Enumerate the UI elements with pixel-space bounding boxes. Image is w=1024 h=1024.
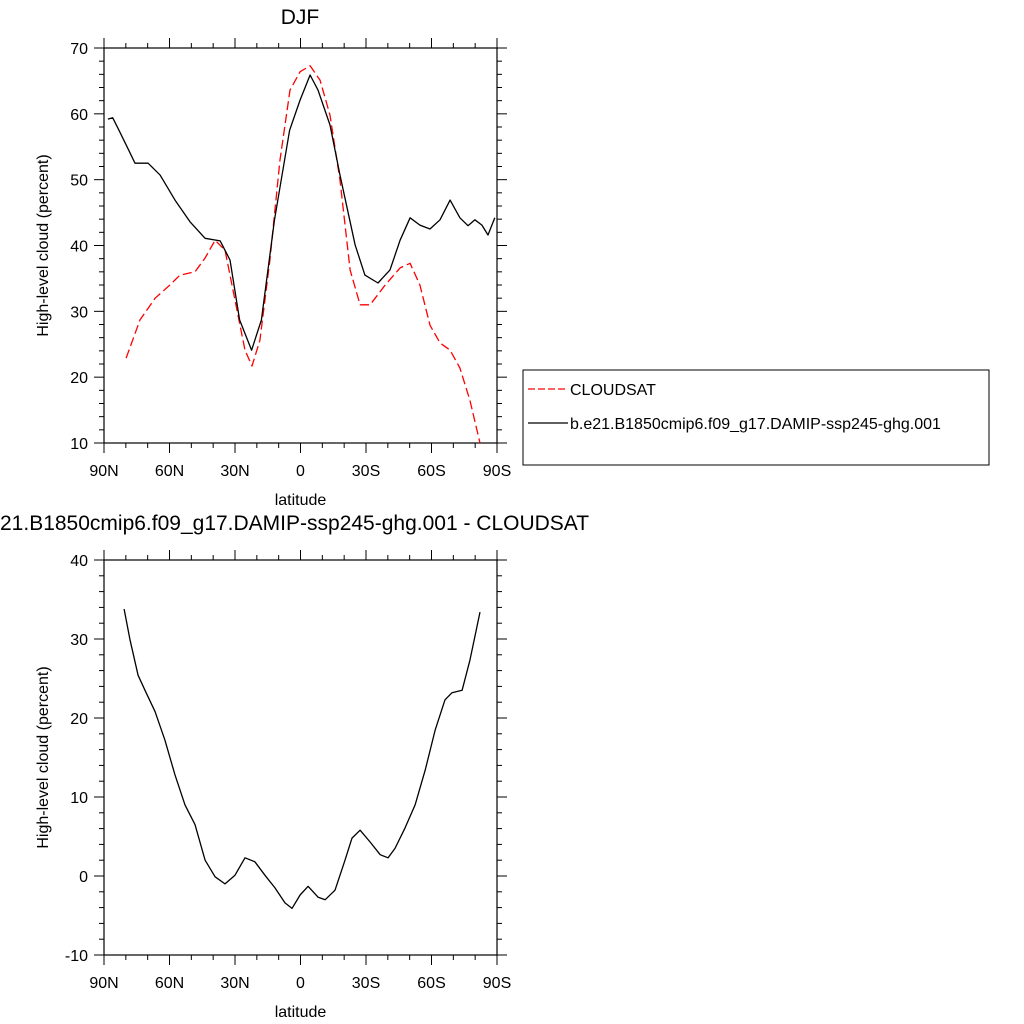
y-tick-label: 10 [70, 790, 88, 807]
y-tick-label: 60 [70, 107, 88, 124]
legend-label: CLOUDSAT [570, 382, 656, 399]
y-tick-label: 20 [70, 370, 88, 387]
x-tick-label: 90N [89, 975, 118, 992]
plot-frame [103, 559, 498, 956]
series-line-model [123, 608, 481, 910]
series-line-model [107, 74, 496, 351]
y-tick-label: 40 [70, 553, 88, 570]
y-tick-label: 50 [70, 173, 88, 190]
x-tick-label: 30N [220, 463, 249, 480]
y-axis-label: High-level cloud (percent) [35, 154, 52, 336]
y-tick-label: 30 [70, 304, 88, 321]
legend: CLOUDSAT b.e21.B1850cmip6.f09_g17.DAMIP-s… [522, 369, 990, 466]
y-tick-label: -10 [65, 948, 88, 965]
y-tick-label: 20 [70, 711, 88, 728]
x-tick-label: 0 [296, 463, 305, 480]
x-tick-label: 60S [417, 463, 445, 480]
x-tick-label: 0 [296, 975, 305, 992]
y-tick-label: 0 [79, 869, 88, 886]
x-tick-label: 30S [352, 463, 380, 480]
x-tick-label: 90N [89, 463, 118, 480]
chart-panel-1: DJF 90N 60N 30N 0 30S 60S 90S 10 20 30 40 50 60 70 lati… [35, 6, 990, 509]
x-axis-label: latitude [275, 492, 327, 509]
chart-title: DJF [281, 6, 320, 29]
y-tick-label: 70 [70, 41, 88, 58]
x-tick-label: 90S [483, 463, 511, 480]
chart-title: 21.B1850cmip6.f09_g17.DAMIP-ssp245-ghg.0… [0, 512, 589, 535]
y-tick-label: 10 [70, 436, 88, 453]
y-tick-label: 40 [70, 239, 88, 256]
chart-panel-2: 21.B1850cmip6.f09_g17.DAMIP-ssp245-ghg.0… [0, 512, 589, 1021]
x-tick-label: 60S [417, 975, 445, 992]
y-tick-label: 30 [70, 632, 88, 649]
legend-label: b.e21.B1850cmip6.f09_g17.DAMIP-ssp245-gh… [570, 416, 941, 433]
x-tick-label: 30S [352, 975, 380, 992]
plot-frame [103, 47, 498, 444]
x-tick-label: 60N [155, 463, 184, 480]
x-tick-label: 90S [483, 975, 511, 992]
x-tick-label: 60N [155, 975, 184, 992]
y-axis-label: High-level cloud (percent) [35, 666, 52, 848]
series-line-cloudsat [125, 65, 481, 444]
x-axis-label: latitude [275, 1004, 327, 1021]
legend-box [522, 369, 990, 466]
x-tick-label: 30N [220, 975, 249, 992]
